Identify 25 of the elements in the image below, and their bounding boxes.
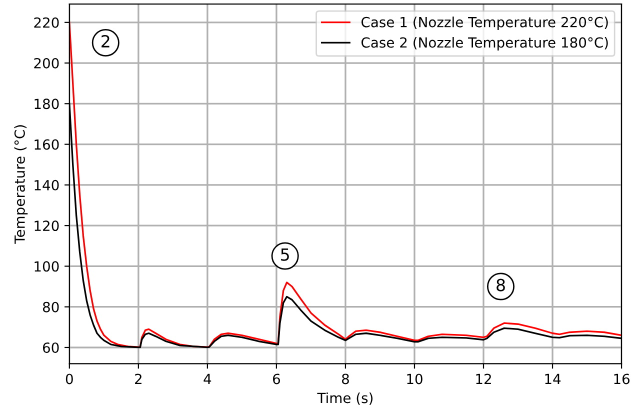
x-tick-label: 6: [273, 374, 280, 384]
y-tick-label: 100: [34, 261, 59, 272]
legend-label: Case 2 (Nozzle Temperature 180°C): [361, 36, 608, 50]
x-tick-label: 2: [135, 374, 142, 384]
x-tick-label: 12: [476, 374, 491, 384]
x-tick-label: 14: [545, 374, 561, 384]
y-tick-label: 160: [34, 139, 59, 150]
annotation: 2: [102, 34, 110, 48]
y-tick-label: 80: [42, 302, 59, 312]
y-axis-title: Temperature (°C): [14, 125, 28, 244]
x-tick-label: 0: [66, 374, 73, 384]
x-axis-title: Time (s): [317, 392, 373, 405]
legend-label: Case 1 (Nozzle Temperature 220°C): [361, 16, 608, 30]
x-tick-label: 16: [614, 374, 630, 384]
x-tick-label: 10: [407, 374, 422, 384]
y-tick-label: 200: [34, 58, 59, 69]
annotation: 5: [281, 248, 289, 261]
y-tick-label: 60: [42, 342, 59, 353]
y-tick-label: 140: [34, 180, 59, 190]
y-tick-label: 180: [34, 98, 59, 110]
y-tick-label: 220: [34, 17, 59, 28]
x-tick-label: 4: [204, 374, 212, 384]
y-tick-label: 120: [34, 220, 59, 232]
annotation: 8: [496, 278, 505, 292]
x-tick-label: 8: [342, 374, 349, 384]
